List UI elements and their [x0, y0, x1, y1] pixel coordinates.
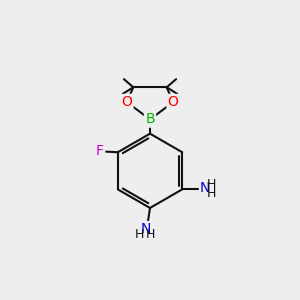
- Text: O: O: [122, 95, 132, 109]
- Text: H: H: [206, 178, 216, 190]
- Text: N: N: [141, 222, 152, 236]
- Text: B: B: [145, 112, 155, 126]
- Text: O: O: [168, 95, 178, 109]
- Text: N: N: [200, 181, 210, 195]
- Text: F: F: [96, 145, 104, 158]
- Text: H: H: [206, 187, 216, 200]
- Text: H: H: [146, 228, 155, 241]
- Text: H: H: [135, 228, 144, 241]
